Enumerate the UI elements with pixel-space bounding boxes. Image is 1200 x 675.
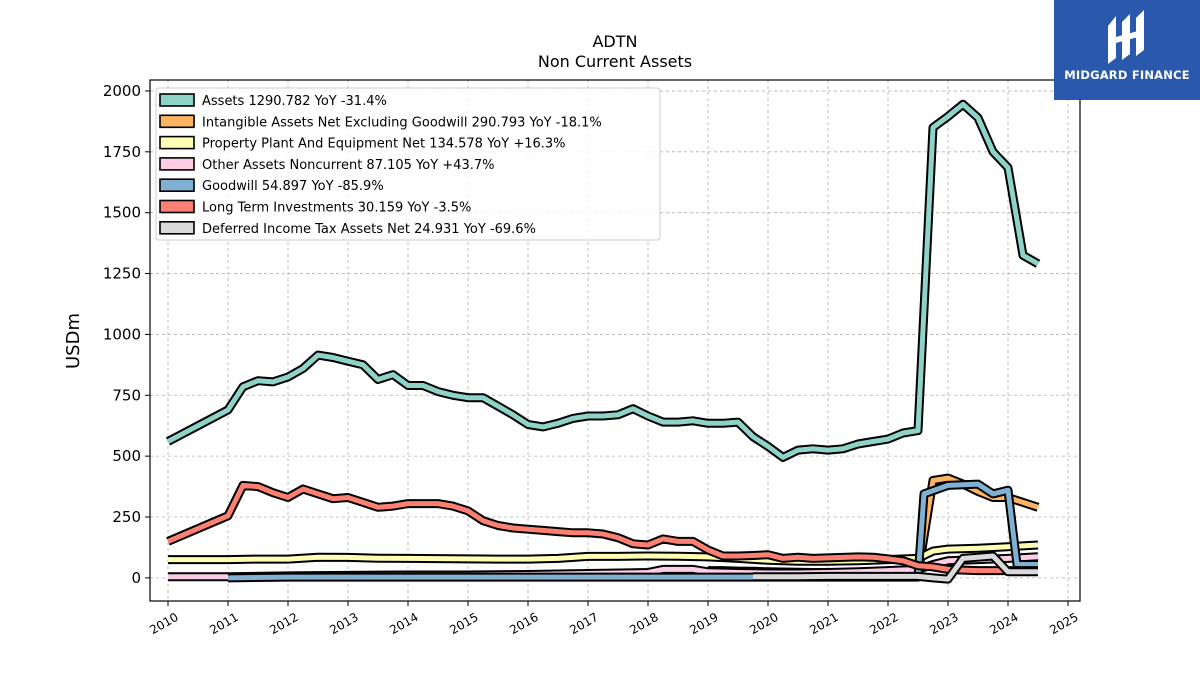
x-tick-label: 2023 — [927, 610, 960, 637]
x-tick-label: 2024 — [987, 610, 1020, 637]
x-tick-label: 2012 — [267, 610, 300, 637]
legend-item: Intangible Assets Net Excluding Goodwill… — [159, 114, 602, 130]
legend-label: Intangible Assets Net Excluding Goodwill… — [202, 115, 602, 130]
x-axis: 2010 2011 2012 2013 2014 2015 2016 2017 2018 2019… — [147, 601, 1081, 637]
x-tick-label: 2021 — [807, 610, 840, 637]
series-6 — [753, 551, 1038, 584]
series-line — [166, 101, 1040, 460]
legend-swatch — [159, 178, 195, 192]
legend-label: Goodwill 54.897 YoY -85.9% — [202, 179, 384, 194]
legend-label: Assets 1290.782 YoY -31.4% — [202, 94, 387, 109]
legend-item: Property Plant And Equipment Net 134.578… — [159, 135, 566, 152]
y-axis-label: USDm — [63, 313, 84, 369]
legend-swatch — [159, 93, 195, 107]
x-tick-label: 2015 — [447, 610, 480, 637]
series-5 — [166, 480, 1038, 576]
y-tick-label: 1500 — [103, 204, 141, 222]
legend-item: Goodwill 54.897 YoY -85.9% — [159, 178, 384, 194]
x-tick-label: 2014 — [387, 610, 420, 637]
y-tick-label: 1750 — [103, 143, 141, 161]
y-tick-label: 2000 — [103, 82, 141, 100]
legend-box — [155, 87, 661, 241]
legend-item: Long Term Investments 30.159 YoY -3.5% — [159, 199, 471, 216]
y-tick-label: 250 — [112, 508, 141, 526]
y-axis: 0 250 500 750 1000 1250 1500 1750 2000 — [103, 82, 150, 587]
logo-mark-icon — [1108, 10, 1144, 64]
chart-subtitle: Non Current Assets — [538, 52, 692, 71]
legend-label: Property Plant And Equipment Net 134.578… — [202, 137, 566, 152]
legend-label: Deferred Income Tax Assets Net 24.931 Yo… — [202, 222, 536, 237]
y-tick-label: 500 — [112, 447, 141, 465]
y-tick-label: 750 — [112, 386, 141, 404]
legend-swatch — [159, 135, 195, 150]
legend-swatch — [159, 199, 195, 214]
x-tick-label: 2010 — [147, 610, 180, 637]
legend-item: Assets 1290.782 YoY -31.4% — [159, 93, 387, 109]
series-0 — [165, 99, 1041, 462]
y-tick-label: 1000 — [103, 325, 141, 343]
legend-swatch — [159, 114, 195, 129]
x-tick-label: 2017 — [567, 610, 600, 637]
logo-text: MIDGARD FINANCE — [1064, 68, 1190, 82]
legend-swatch — [159, 221, 195, 235]
legend-label: Other Assets Noncurrent 87.105 YoY +43.7… — [202, 158, 494, 173]
legend: Assets 1290.782 YoY -31.4% Intangible Ass… — [155, 87, 661, 241]
x-tick-label: 2016 — [507, 610, 540, 637]
series-line — [753, 553, 1038, 582]
x-tick-label: 2011 — [207, 610, 240, 637]
legend-item: Other Assets Noncurrent 87.105 YoY +43.7… — [159, 157, 494, 173]
legend-item: Deferred Income Tax Assets Net 24.931 Yo… — [159, 221, 536, 237]
x-tick-label: 2022 — [867, 610, 900, 637]
legend-swatch — [159, 157, 195, 171]
x-tick-label: 2018 — [627, 610, 660, 637]
plot-frame — [149, 79, 1081, 602]
chart-title: ADTN — [592, 32, 637, 51]
x-tick-label: 2025 — [1047, 610, 1080, 637]
legend-label: Long Term Investments 30.159 YoY -3.5% — [202, 201, 471, 216]
series-line — [167, 482, 1038, 574]
x-tick-label: 2019 — [687, 610, 720, 637]
series-layer — [165, 99, 1041, 584]
y-tick-label: 0 — [131, 569, 141, 587]
x-tick-label: 2013 — [327, 610, 360, 637]
brand-logo: MIDGARD FINANCE — [1054, 0, 1200, 100]
y-tick-label: 1250 — [103, 265, 141, 283]
x-tick-label: 2020 — [747, 610, 780, 637]
